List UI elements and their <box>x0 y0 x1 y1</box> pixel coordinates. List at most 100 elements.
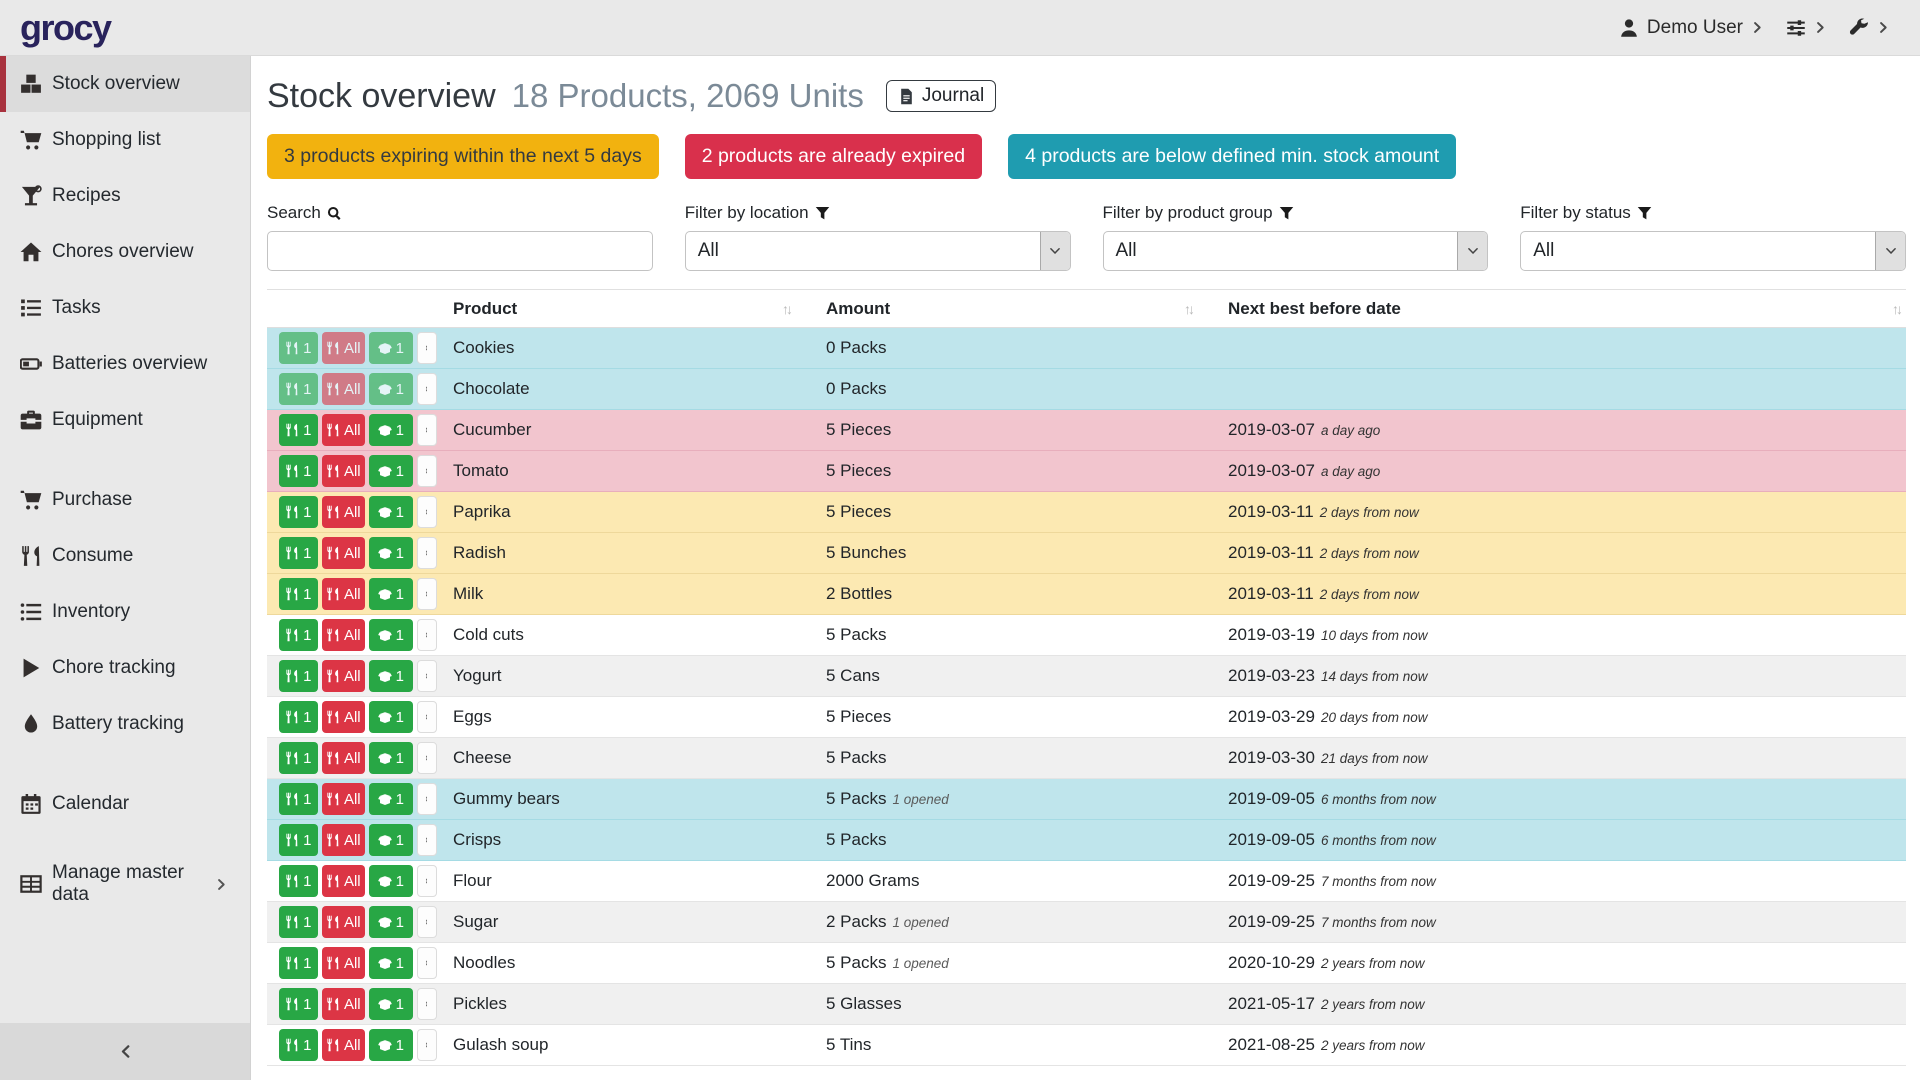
sidebar-collapse-button[interactable] <box>0 1023 250 1080</box>
consume-all-button[interactable]: All <box>321 578 366 610</box>
consume-one-button[interactable]: 1 <box>279 578 318 610</box>
row-more-button[interactable] <box>416 824 437 856</box>
sidebar-item-chore-tracking[interactable]: Chore tracking <box>0 640 250 696</box>
consume-all-button[interactable]: All <box>321 660 366 692</box>
product-group-select[interactable]: All <box>1102 231 1489 271</box>
consume-all-button[interactable]: All <box>321 373 366 405</box>
sort-icon[interactable]: ↑↓ <box>782 300 793 317</box>
row-more-button[interactable] <box>416 783 437 815</box>
sidebar-item-purchase[interactable]: Purchase <box>0 472 250 528</box>
consume-one-button[interactable]: 1 <box>279 988 318 1020</box>
consume-one-button[interactable]: 1 <box>279 455 318 487</box>
sidebar-item-calendar[interactable]: Calendar <box>0 776 250 832</box>
row-more-button[interactable] <box>416 619 437 651</box>
row-more-button[interactable] <box>416 701 437 733</box>
open-one-button[interactable]: 1 <box>369 865 413 897</box>
row-more-button[interactable] <box>416 865 437 897</box>
consume-all-button[interactable]: All <box>321 906 366 938</box>
consume-one-button[interactable]: 1 <box>279 906 318 938</box>
settings-menu[interactable] <box>1786 18 1827 38</box>
consume-one-button[interactable]: 1 <box>279 496 318 528</box>
sidebar-item-battery-tracking[interactable]: Battery tracking <box>0 696 250 752</box>
consume-all-button[interactable]: All <box>321 783 366 815</box>
row-more-button[interactable] <box>416 455 437 487</box>
consume-one-button[interactable]: 1 <box>279 660 318 692</box>
sidebar-item-manage-master-data[interactable]: Manage master data <box>0 856 250 912</box>
row-more-button[interactable] <box>416 906 437 938</box>
row-more-button[interactable] <box>416 496 437 528</box>
open-one-button[interactable]: 1 <box>369 496 413 528</box>
sidebar-item-shopping-list[interactable]: Shopping list <box>0 112 250 168</box>
open-one-button[interactable]: 1 <box>369 701 413 733</box>
row-more-button[interactable] <box>416 660 437 692</box>
consume-all-button[interactable]: All <box>321 537 366 569</box>
consume-all-button[interactable]: All <box>321 455 366 487</box>
sidebar-item-tasks[interactable]: Tasks <box>0 280 250 336</box>
consume-all-button[interactable]: All <box>321 414 366 446</box>
open-one-button[interactable]: 1 <box>369 1029 413 1061</box>
sidebar-item-stock-overview[interactable]: Stock overview <box>0 56 250 112</box>
consume-one-button[interactable]: 1 <box>279 824 318 856</box>
open-one-button[interactable]: 1 <box>369 332 413 364</box>
open-one-button[interactable]: 1 <box>369 537 413 569</box>
consume-one-button[interactable]: 1 <box>279 332 318 364</box>
sidebar-item-equipment[interactable]: Equipment <box>0 392 250 448</box>
journal-button[interactable]: Journal <box>885 80 997 112</box>
consume-all-button[interactable]: All <box>321 701 366 733</box>
row-more-button[interactable] <box>416 332 437 364</box>
date-column-header[interactable]: ↑↓ Next best before date ↑↓ <box>1184 289 1906 328</box>
sidebar-item-chores-overview[interactable]: Chores overview <box>0 224 250 280</box>
open-one-button[interactable]: 1 <box>369 414 413 446</box>
location-select[interactable]: All <box>684 231 1071 271</box>
sort-icon[interactable]: ↑↓ <box>1184 300 1195 317</box>
search-input[interactable] <box>267 231 653 271</box>
row-more-button[interactable] <box>416 742 437 774</box>
consume-all-button[interactable]: All <box>321 865 366 897</box>
consume-all-button[interactable]: All <box>321 742 366 774</box>
sidebar-item-consume[interactable]: Consume <box>0 528 250 584</box>
consume-one-button[interactable]: 1 <box>279 783 318 815</box>
row-more-button[interactable] <box>416 578 437 610</box>
consume-one-button[interactable]: 1 <box>279 373 318 405</box>
open-one-button[interactable]: 1 <box>369 742 413 774</box>
consume-one-button[interactable]: 1 <box>279 865 318 897</box>
product-column-header[interactable]: Product <box>445 289 818 328</box>
row-more-button[interactable] <box>416 537 437 569</box>
open-one-button[interactable]: 1 <box>369 373 413 405</box>
consume-all-button[interactable]: All <box>321 619 366 651</box>
consume-all-button[interactable]: All <box>321 988 366 1020</box>
open-one-button[interactable]: 1 <box>369 578 413 610</box>
consume-all-button[interactable]: All <box>321 496 366 528</box>
row-more-button[interactable] <box>416 1029 437 1061</box>
consume-all-button[interactable]: All <box>321 947 366 979</box>
consume-one-button[interactable]: 1 <box>279 701 318 733</box>
sidebar-item-inventory[interactable]: Inventory <box>0 584 250 640</box>
open-one-button[interactable]: 1 <box>369 619 413 651</box>
row-more-button[interactable] <box>416 414 437 446</box>
status-select[interactable]: All <box>1520 231 1906 271</box>
consume-one-button[interactable]: 1 <box>279 947 318 979</box>
consume-one-button[interactable]: 1 <box>279 619 318 651</box>
sort-icon[interactable]: ↑↓ <box>1892 300 1903 317</box>
sidebar-item-recipes[interactable]: Recipes <box>0 168 250 224</box>
consume-one-button[interactable]: 1 <box>279 537 318 569</box>
open-one-button[interactable]: 1 <box>369 455 413 487</box>
consume-all-button[interactable]: All <box>321 824 366 856</box>
row-more-button[interactable] <box>416 988 437 1020</box>
sidebar-item-batteries-overview[interactable]: Batteries overview <box>0 336 250 392</box>
open-one-button[interactable]: 1 <box>369 824 413 856</box>
amount-column-header[interactable]: ↑↓ Amount <box>782 289 1220 328</box>
open-one-button[interactable]: 1 <box>369 660 413 692</box>
consume-all-button[interactable]: All <box>321 332 366 364</box>
admin-menu[interactable] <box>1849 17 1890 38</box>
open-one-button[interactable]: 1 <box>369 906 413 938</box>
open-one-button[interactable]: 1 <box>369 947 413 979</box>
consume-all-button[interactable]: All <box>321 1029 366 1061</box>
open-one-button[interactable]: 1 <box>369 783 413 815</box>
consume-one-button[interactable]: 1 <box>279 414 318 446</box>
row-more-button[interactable] <box>416 373 437 405</box>
open-one-button[interactable]: 1 <box>369 988 413 1020</box>
consume-one-button[interactable]: 1 <box>279 1029 318 1061</box>
consume-one-button[interactable]: 1 <box>279 742 318 774</box>
user-menu[interactable]: Demo User <box>1619 17 1764 39</box>
